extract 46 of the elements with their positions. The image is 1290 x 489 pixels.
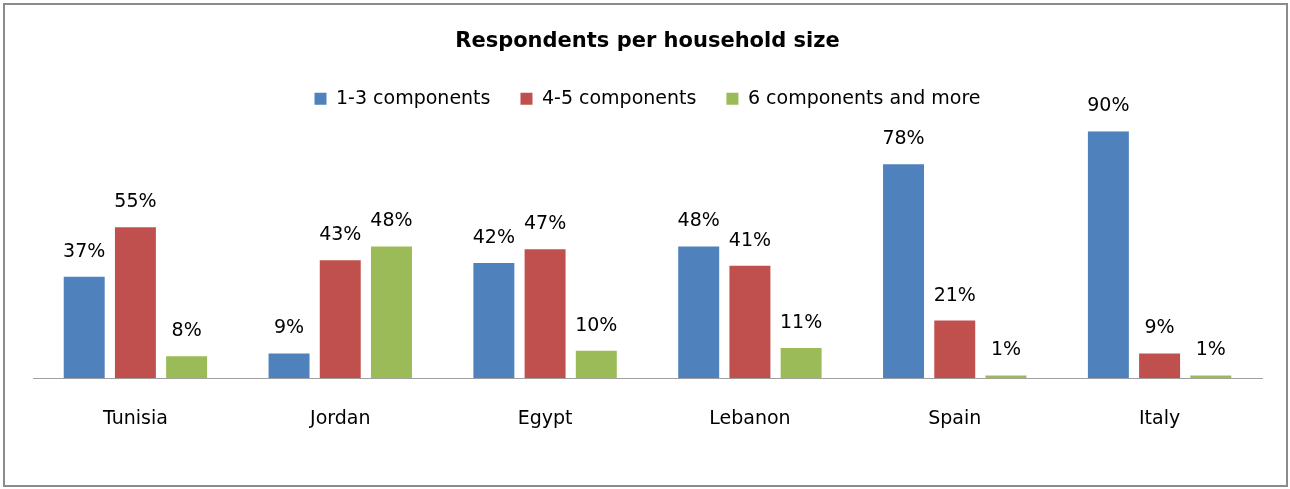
data-label: 11% bbox=[780, 309, 823, 332]
data-label: 8% bbox=[171, 318, 202, 341]
bar bbox=[729, 265, 771, 379]
bar bbox=[1139, 353, 1181, 379]
bar bbox=[883, 164, 925, 379]
x-tick-label: Italy bbox=[1138, 405, 1181, 428]
data-label: 48% bbox=[370, 208, 413, 231]
bar bbox=[114, 227, 156, 379]
data-label: 9% bbox=[273, 315, 305, 338]
bar bbox=[678, 246, 720, 379]
data-label: 48% bbox=[677, 208, 720, 231]
x-tick-label: Jordan bbox=[309, 405, 371, 428]
x-tick-label: Tunisia bbox=[101, 405, 168, 428]
x-tick-label: Egypt bbox=[517, 405, 573, 428]
bar bbox=[780, 348, 822, 379]
bar bbox=[473, 262, 515, 379]
bar bbox=[934, 320, 976, 379]
bar bbox=[268, 353, 310, 379]
data-label: 37% bbox=[63, 238, 106, 261]
data-label: 47% bbox=[523, 211, 567, 234]
data-label: 78% bbox=[882, 126, 925, 149]
bar bbox=[575, 350, 617, 379]
legend-label: 6 components and more bbox=[747, 85, 981, 108]
data-label: 55% bbox=[114, 189, 157, 212]
bar bbox=[166, 356, 208, 379]
data-label: 1% bbox=[990, 337, 1022, 360]
x-tick-label: Lebanon bbox=[709, 405, 791, 428]
data-label: 9% bbox=[1144, 315, 1175, 338]
legend-label: 4-5 components bbox=[541, 85, 697, 108]
data-label: 90% bbox=[1087, 93, 1130, 116]
bar bbox=[370, 246, 412, 379]
bar bbox=[319, 260, 361, 379]
chart-title: Respondents per household size bbox=[455, 28, 840, 53]
data-label: 21% bbox=[933, 282, 976, 305]
data-label: 1% bbox=[1195, 337, 1226, 360]
data-label: 10% bbox=[575, 312, 618, 335]
x-tick-label: Spain bbox=[928, 405, 982, 428]
bar bbox=[1087, 131, 1129, 379]
legend-label: 1-3 components bbox=[336, 85, 491, 108]
data-label: 42% bbox=[472, 224, 515, 247]
bar bbox=[63, 276, 105, 379]
data-label: 43% bbox=[319, 222, 362, 245]
data-label: 41% bbox=[728, 227, 772, 250]
bar bbox=[524, 249, 566, 379]
bar bbox=[985, 375, 1027, 379]
bar bbox=[1190, 375, 1232, 379]
